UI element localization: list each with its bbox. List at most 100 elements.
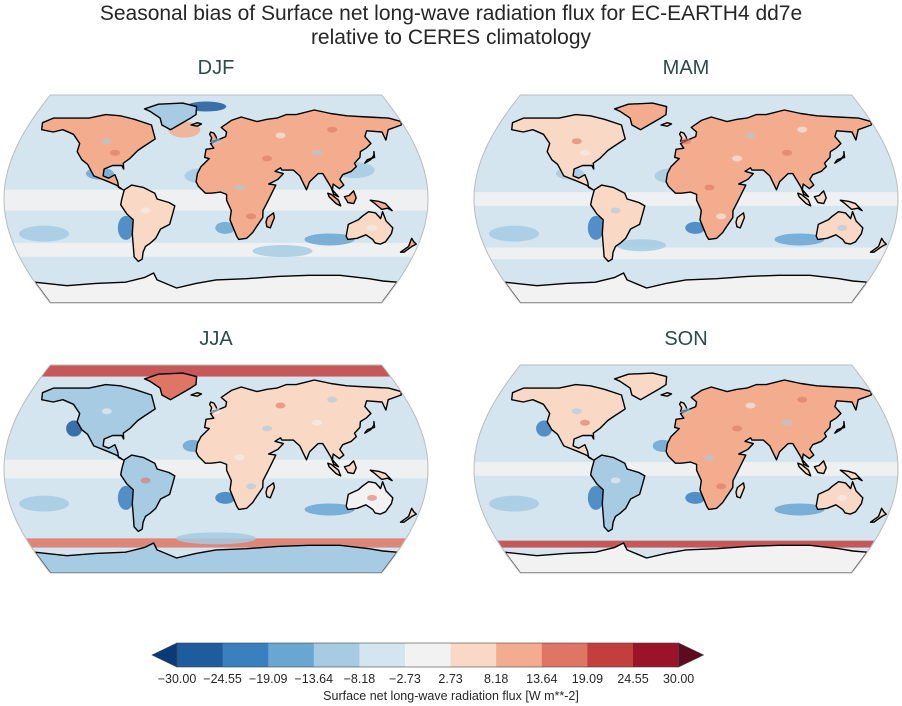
- bias-anomaly: [489, 225, 540, 242]
- bias-anomaly: [312, 419, 323, 426]
- colorbar-tick-label: 8.18: [484, 672, 509, 686]
- colorbar-segment: [177, 643, 223, 667]
- coastline-north-america: [41, 383, 156, 461]
- bias-anomaly: [782, 149, 793, 156]
- coastline-new-zealand: [399, 237, 417, 253]
- bias-anomaly: [140, 477, 151, 484]
- bias-band: [4, 212, 428, 232]
- coastline-madagascar: [735, 482, 746, 499]
- coastline-iceland: [190, 122, 203, 127]
- colorbar-extend-low: [151, 642, 178, 668]
- colorbar-segment: [405, 643, 451, 667]
- map-outline: [3, 94, 429, 304]
- coastline-borneo: [813, 460, 827, 475]
- bias-anomaly: [704, 184, 715, 191]
- map-field-djf: [4, 95, 428, 303]
- coastline-north-america: [511, 383, 626, 461]
- coastline-antarctica: [504, 272, 868, 303]
- bias-band: [4, 486, 428, 504]
- colorbar-segment: [541, 643, 588, 667]
- bias-anomaly: [732, 425, 743, 432]
- bias-anomaly: [685, 221, 706, 234]
- coastline-south-america: [120, 184, 176, 263]
- bias-anomaly: [681, 138, 691, 145]
- coastline-sumatra: [327, 462, 342, 477]
- bias-anomaly: [745, 132, 756, 139]
- coastline-africa-europe-asia: [665, 379, 872, 511]
- coastline-borneo: [343, 190, 357, 205]
- bias-anomaly: [774, 503, 825, 516]
- colorbar-extend-high: [678, 642, 705, 668]
- coastline-new-guinea: [839, 469, 863, 482]
- coastline-south-america: [590, 184, 646, 263]
- map-field-son: [474, 365, 898, 573]
- coastline-south-america: [120, 454, 176, 533]
- bias-anomaly: [782, 419, 793, 426]
- bias-anomaly: [275, 132, 286, 139]
- colorbar-tick-label: 19.09: [571, 672, 604, 686]
- bias-anomaly: [262, 425, 273, 432]
- coastline-new-zealand: [399, 507, 417, 523]
- bias-anomaly: [797, 126, 808, 133]
- bias-band: [474, 215, 898, 232]
- bias-anomaly: [275, 402, 286, 409]
- bias-anomaly: [579, 419, 590, 426]
- bias-anomaly: [312, 149, 323, 156]
- bias-anomaly: [571, 408, 582, 415]
- bias-anomaly: [234, 454, 245, 461]
- coastline-new-guinea: [839, 199, 863, 212]
- bias-anomaly: [489, 495, 540, 512]
- coastline-iceland: [190, 392, 203, 397]
- bias-anomaly: [367, 494, 378, 501]
- colorbar: [151, 642, 705, 668]
- map-outline: [473, 94, 899, 304]
- colorbar-tick-label: −13.64: [294, 672, 334, 686]
- bias-anomaly: [101, 138, 112, 145]
- colorbar-segment: [222, 643, 269, 667]
- bias-anomaly: [745, 402, 756, 409]
- coastline-madagascar: [265, 482, 276, 499]
- bias-anomaly: [234, 184, 245, 191]
- bias-band: [4, 459, 428, 479]
- colorbar-segment: [587, 643, 634, 667]
- bias-anomaly: [587, 485, 604, 510]
- coastline-north-america: [511, 113, 626, 191]
- colorbar-tick-label: 24.55: [617, 672, 649, 686]
- colorbar-segment: [633, 643, 679, 667]
- bias-anomaly: [716, 483, 727, 490]
- colorbar-label: Surface net long-wave radiation flux [W …: [323, 689, 579, 703]
- bias-band: [4, 242, 428, 257]
- figure-title-line-1: Seasonal bias of Surface net long-wave r…: [99, 2, 803, 25]
- map-outline: [473, 364, 899, 574]
- colorbar-segment: [268, 643, 315, 667]
- bias-anomaly: [837, 494, 848, 501]
- colorbar-tick-label: 13.64: [526, 672, 558, 686]
- map-panel-djf: [3, 94, 429, 304]
- coastline-north-america: [41, 113, 156, 191]
- bias-band: [474, 462, 898, 476]
- colorbar-frame: [176, 642, 679, 668]
- coastline-borneo: [813, 190, 827, 205]
- bias-anomaly: [732, 155, 743, 162]
- coastline-greenland: [143, 102, 198, 131]
- colorbar-tick-label: −2.73: [389, 672, 421, 686]
- coastline-antarctica: [34, 272, 398, 303]
- map-panel-mam: [473, 94, 899, 304]
- coastline-antarctica: [504, 542, 868, 573]
- coastline-antarctica: [34, 542, 398, 573]
- colorbar-segment: [313, 643, 360, 667]
- bias-anomaly: [252, 245, 313, 257]
- coastline-japan: [364, 150, 376, 164]
- figure-title-line-2: relative to CERES climatology: [310, 26, 592, 49]
- bias-anomaly: [704, 454, 715, 461]
- coastline-iceland: [660, 392, 673, 397]
- bias-anomaly: [215, 221, 236, 234]
- colorbar-tick-label: −30.00: [157, 672, 197, 686]
- bias-anomaly: [716, 213, 727, 220]
- map-outline: [3, 364, 429, 574]
- coastline-madagascar: [735, 212, 746, 229]
- coastline-madagascar: [265, 212, 276, 229]
- bias-band: [4, 189, 428, 211]
- bias-anomaly: [681, 408, 691, 415]
- colorbar-tick-label: 30.00: [662, 672, 695, 686]
